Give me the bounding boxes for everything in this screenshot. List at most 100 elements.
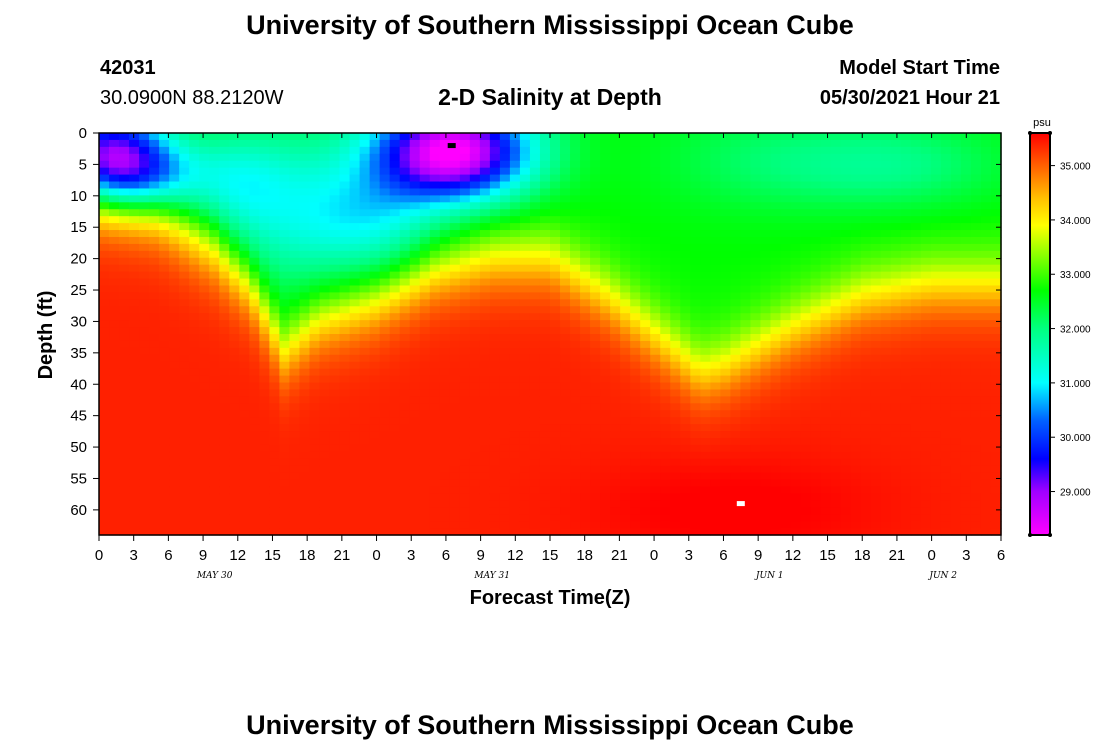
heat-cell bbox=[199, 243, 210, 252]
heat-cell bbox=[249, 167, 260, 176]
heat-cell bbox=[259, 174, 270, 183]
heat-cell bbox=[229, 410, 240, 418]
heat-cell bbox=[570, 195, 581, 203]
heat-cell bbox=[550, 375, 561, 384]
heat-cell bbox=[239, 216, 250, 224]
heat-cell bbox=[249, 375, 260, 384]
heat-cell bbox=[149, 202, 160, 210]
heat-cell bbox=[239, 382, 250, 391]
heat-cell bbox=[339, 451, 351, 460]
heat-cell bbox=[870, 437, 882, 446]
heat-cell bbox=[750, 340, 762, 349]
heat-cell bbox=[439, 223, 451, 231]
heat-cell bbox=[399, 444, 411, 453]
heat-cell bbox=[539, 299, 551, 307]
heat-cell bbox=[269, 195, 280, 203]
heat-cell bbox=[690, 528, 701, 536]
heat-cell bbox=[459, 493, 471, 501]
heat-cell bbox=[800, 361, 812, 370]
heat-cell bbox=[419, 320, 431, 328]
heat-cell bbox=[209, 216, 220, 224]
heat-cell bbox=[339, 431, 351, 439]
heat-cell bbox=[750, 202, 762, 210]
heat-cell bbox=[189, 479, 200, 488]
heat-cell bbox=[650, 431, 661, 439]
heat-cell bbox=[419, 139, 431, 148]
heat-cell bbox=[279, 146, 291, 155]
heat-cell bbox=[459, 417, 471, 425]
heat-cell bbox=[329, 202, 341, 210]
heat-cell bbox=[169, 278, 180, 287]
heat-cell bbox=[159, 486, 170, 495]
heat-cell bbox=[760, 334, 772, 342]
heat-cell bbox=[499, 167, 511, 176]
heat-cell bbox=[900, 160, 912, 169]
heat-cell bbox=[359, 514, 371, 522]
heat-cell bbox=[349, 396, 361, 404]
heat-cell bbox=[700, 299, 711, 307]
heat-cell bbox=[880, 347, 892, 356]
heat-cell bbox=[389, 410, 401, 418]
heat-cell bbox=[409, 444, 421, 453]
heat-cell bbox=[149, 278, 160, 287]
heat-cell bbox=[720, 340, 731, 349]
heat-cell bbox=[680, 236, 691, 245]
heat-cell bbox=[99, 306, 110, 314]
heat-cell bbox=[870, 174, 882, 183]
heat-cell bbox=[149, 139, 160, 148]
heat-cell bbox=[289, 403, 301, 411]
heat-cell bbox=[439, 257, 451, 266]
heat-cell bbox=[99, 507, 110, 515]
heat-cell bbox=[329, 250, 341, 259]
heat-cell bbox=[690, 320, 701, 328]
heat-cell bbox=[590, 236, 601, 245]
heat-cell bbox=[630, 375, 641, 384]
heat-cell bbox=[740, 368, 752, 377]
heat-cell bbox=[169, 250, 180, 259]
heat-cell bbox=[209, 236, 220, 245]
heat-cell bbox=[680, 334, 691, 342]
heat-cell bbox=[780, 493, 792, 501]
heat-cell bbox=[259, 250, 270, 259]
heat-cell bbox=[479, 195, 491, 203]
heat-cell bbox=[299, 209, 311, 217]
heat-cell bbox=[830, 431, 842, 439]
heat-cell bbox=[930, 243, 942, 252]
heat-cell bbox=[459, 292, 471, 300]
heat-cell bbox=[319, 174, 331, 183]
heat-cell bbox=[840, 444, 852, 453]
heat-cell bbox=[710, 417, 721, 425]
heat-cell bbox=[860, 133, 872, 141]
heat-cell bbox=[580, 521, 591, 529]
heat-cell bbox=[519, 209, 531, 217]
heat-cell bbox=[179, 278, 190, 287]
heat-cell bbox=[750, 181, 762, 190]
heat-cell bbox=[529, 188, 541, 196]
heat-cell bbox=[770, 444, 782, 453]
heat-cell bbox=[580, 133, 591, 141]
heat-cell bbox=[289, 528, 301, 536]
heat-cell bbox=[309, 528, 321, 536]
heat-cell bbox=[379, 431, 391, 439]
heat-cell bbox=[910, 243, 922, 252]
heat-cell bbox=[680, 264, 691, 273]
heat-cell bbox=[600, 486, 611, 495]
heat-cell bbox=[199, 410, 210, 418]
heat-cell bbox=[820, 431, 832, 439]
heat-cell bbox=[359, 299, 371, 307]
heat-cell bbox=[269, 437, 280, 446]
heat-cell bbox=[880, 216, 892, 224]
heat-cell bbox=[900, 410, 912, 418]
heat-cell bbox=[730, 396, 742, 404]
heat-cell bbox=[600, 410, 611, 418]
heat-cell bbox=[890, 278, 902, 287]
heat-cell bbox=[129, 167, 140, 176]
heat-cell bbox=[890, 389, 902, 397]
heat-cell bbox=[469, 133, 481, 141]
heat-cell bbox=[149, 521, 160, 529]
heat-cell bbox=[139, 216, 150, 224]
heat-cell bbox=[730, 528, 742, 536]
heat-cell bbox=[309, 431, 321, 439]
heat-cell bbox=[209, 437, 220, 446]
heat-cell bbox=[129, 382, 140, 391]
